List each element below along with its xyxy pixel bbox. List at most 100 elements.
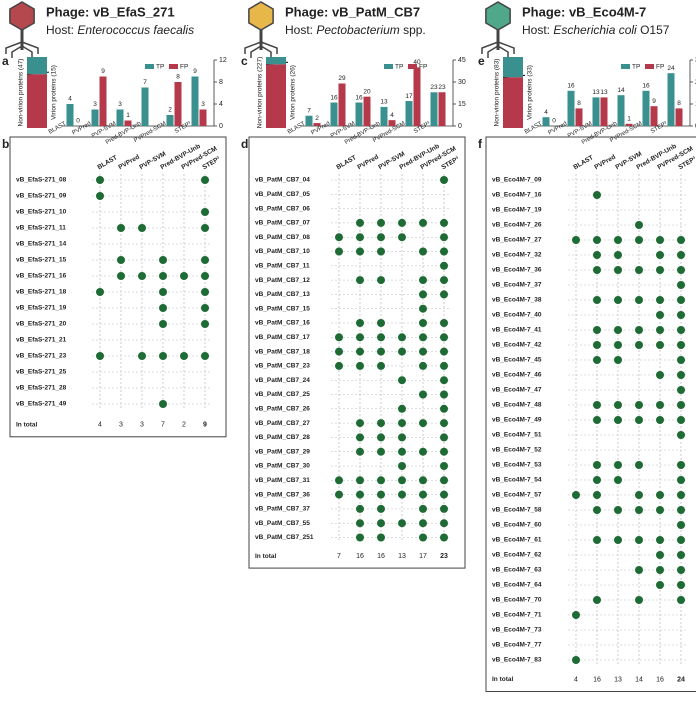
- hit-dot: [656, 326, 664, 334]
- hit-dot: [335, 490, 343, 499]
- hit-dot: [159, 352, 167, 360]
- hit-dot: [677, 371, 685, 379]
- value-label: 9: [193, 68, 197, 75]
- hit-dot: [117, 256, 125, 264]
- row-label: vB_Eco4M-7_16: [492, 192, 542, 199]
- hit-dot: [440, 361, 448, 370]
- category-label: BLAST: [48, 121, 68, 136]
- hit-dot: [335, 361, 343, 370]
- row-label: vB_Eco4M-7_83: [492, 657, 542, 664]
- hit-dot: [398, 376, 406, 385]
- row-label: vB_EfaS-271_49: [16, 401, 67, 408]
- hit-dot: [96, 176, 104, 184]
- value-label: 4: [390, 112, 394, 119]
- hit-dot: [440, 376, 448, 385]
- row-label: vB_Eco4M-7_60: [492, 522, 542, 529]
- hit-dot: [335, 347, 343, 356]
- value-label: 13: [592, 89, 600, 96]
- row-label: vB_PatM_CB7_16: [255, 320, 310, 327]
- hit-dot: [677, 596, 685, 604]
- phage-leg: [11, 45, 23, 58]
- hit-dot: [201, 272, 209, 280]
- hit-dot: [440, 290, 448, 299]
- composition-bar: [27, 74, 47, 128]
- row-label: vB_EfaS-271_28: [16, 385, 67, 392]
- legend-label: FP: [180, 64, 188, 71]
- panel-letter: d: [241, 137, 248, 151]
- hit-dot: [614, 416, 622, 424]
- panel-letter: a: [2, 54, 9, 68]
- host-line: Host: Pectobacterium spp.: [285, 23, 426, 37]
- bar: [330, 102, 338, 126]
- row-label: vB_Eco4M-7_61: [492, 537, 542, 544]
- panel-box: [9, 136, 227, 438]
- hit-dot: [335, 233, 343, 242]
- hit-dot: [635, 566, 643, 574]
- row-label: vB_Eco4M-7_19: [492, 207, 542, 214]
- hit-dot: [614, 236, 622, 244]
- hit-dot: [440, 419, 448, 428]
- hit-dot: [677, 551, 685, 559]
- row-label: vB_Eco4M-7_58: [492, 507, 542, 514]
- total-value: 7: [337, 553, 341, 560]
- hit-dot: [96, 352, 104, 360]
- row-label: vB_Eco4M-7_32: [492, 252, 542, 259]
- bar: [675, 108, 683, 126]
- legend-label: FP: [419, 64, 427, 71]
- hit-dot: [614, 251, 622, 259]
- hit-dot: [159, 400, 167, 408]
- row-label: vB_Eco4M-7_54: [492, 477, 542, 484]
- value-label: 8: [677, 100, 681, 107]
- hit-dot: [635, 236, 643, 244]
- row-label: vB_PatM_CB7_05: [255, 191, 310, 198]
- hit-dot: [180, 352, 188, 360]
- phage-leg: [5, 41, 23, 54]
- bar: [592, 97, 600, 126]
- hit-dot: [398, 462, 406, 470]
- hit-dot: [377, 319, 385, 327]
- row-label: vB_PatM_CB7_17: [255, 334, 310, 341]
- phage-leg: [497, 41, 515, 54]
- total-value: 9: [203, 422, 207, 429]
- row-label: vB_PatM_CB7_23: [255, 363, 310, 370]
- hit-dot: [635, 461, 643, 469]
- hit-dot: [419, 247, 427, 256]
- host-prefix: Host:: [285, 23, 313, 37]
- total-label: In total: [16, 422, 37, 429]
- hit-dot: [593, 341, 601, 349]
- hit-dot: [356, 533, 364, 542]
- hit-dot: [377, 504, 385, 513]
- row-label: vB_PatM_CB7_15: [255, 305, 310, 312]
- hit-dot: [398, 404, 406, 413]
- composition-bar: [266, 64, 286, 128]
- hit-dot: [356, 447, 364, 456]
- hit-dot: [377, 218, 385, 227]
- legend-label: FP: [656, 64, 664, 71]
- value-label: 23: [438, 84, 446, 91]
- hit-dot: [440, 276, 448, 285]
- category-label: BLAST: [524, 121, 544, 136]
- hit-dot: [614, 506, 622, 514]
- composition-label: Non-virion proteins (47): [18, 59, 25, 127]
- hit-dot: [377, 519, 385, 528]
- hit-dot: [440, 504, 448, 513]
- row-label: vB_Eco4M-7_53: [492, 462, 542, 469]
- hit-dot: [419, 290, 427, 299]
- legend-label: TP: [632, 64, 640, 71]
- total-label: In total: [492, 676, 513, 683]
- row-label: vB_PatM_CB7_37: [255, 506, 310, 513]
- hit-dot: [419, 361, 427, 370]
- value-label: 8: [176, 74, 180, 81]
- hit-dot: [614, 476, 622, 484]
- total-value: 13: [614, 676, 622, 683]
- hit-dot: [159, 304, 167, 312]
- hit-dot: [593, 191, 601, 199]
- hit-dot: [635, 536, 643, 544]
- bar: [650, 106, 658, 126]
- value-label: 13: [380, 99, 388, 106]
- hit-dot: [677, 311, 685, 319]
- hit-dot: [356, 476, 364, 485]
- hit-dot: [159, 320, 167, 328]
- hit-dot: [614, 536, 622, 544]
- hit-dot: [635, 341, 643, 349]
